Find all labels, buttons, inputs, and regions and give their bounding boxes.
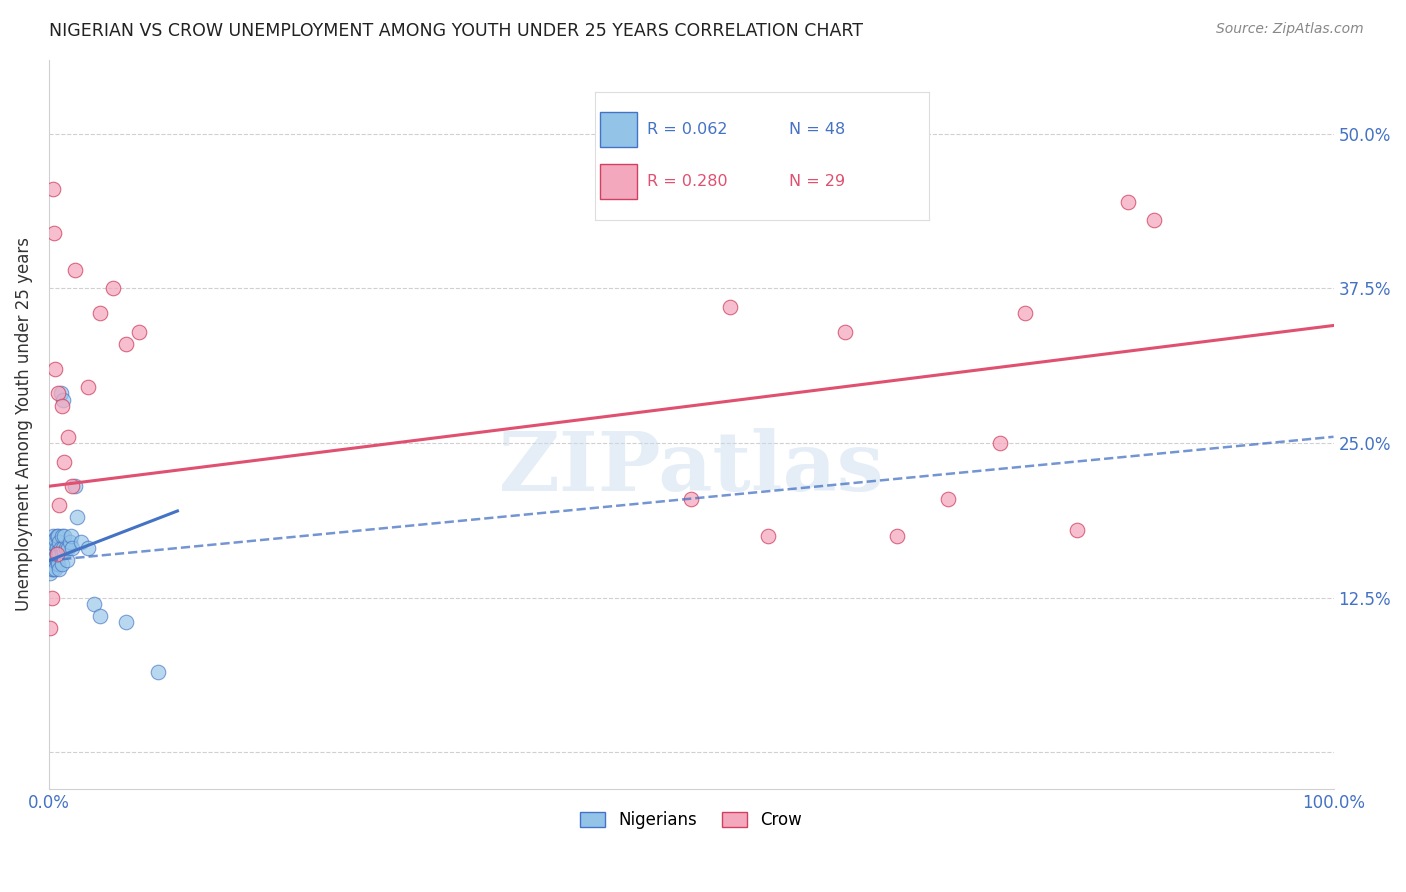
Point: [42, 547, 65, 561]
Point: [51, 557, 73, 571]
Point: [39, 541, 62, 555]
Point: [936, 491, 959, 506]
Point: [45, 541, 67, 555]
Point: [42, 226, 65, 240]
Point: [53, 545, 76, 559]
Point: [42, 553, 65, 567]
Point: [53, 529, 76, 543]
Point: [103, 281, 125, 295]
Point: [41, 562, 63, 576]
Point: [52, 541, 75, 555]
Point: [60, 541, 83, 555]
Point: [89, 306, 111, 320]
Point: [48, 547, 70, 561]
Point: [886, 529, 908, 543]
Text: ZIPatlas: ZIPatlas: [499, 428, 884, 508]
Legend: Nigerians, Crow: Nigerians, Crow: [574, 805, 808, 836]
Point: [44, 549, 66, 564]
Point: [988, 436, 1011, 450]
Point: [41, 553, 63, 567]
Point: [58, 535, 80, 549]
Point: [63, 479, 86, 493]
Point: [83, 597, 105, 611]
Point: [58, 430, 80, 444]
Point: [146, 665, 169, 679]
Y-axis label: Unemployment Among Youth under 25 years: Unemployment Among Youth under 25 years: [15, 237, 32, 611]
Point: [49, 386, 72, 401]
Point: [1143, 213, 1166, 227]
Point: [51, 529, 73, 543]
Point: [48, 498, 70, 512]
Text: NIGERIAN VS CROW UNEMPLOYMENT AMONG YOUTH UNDER 25 YEARS CORRELATION CHART: NIGERIAN VS CROW UNEMPLOYMENT AMONG YOUT…: [49, 22, 863, 40]
Point: [41, 541, 63, 555]
Point: [1014, 306, 1036, 320]
Point: [56, 553, 79, 567]
Point: [42, 562, 65, 576]
Point: [44, 533, 66, 547]
Point: [51, 399, 73, 413]
Point: [46, 543, 69, 558]
Point: [46, 529, 69, 543]
Point: [70, 535, 93, 549]
Point: [42, 537, 65, 551]
Point: [51, 545, 73, 559]
Point: [128, 325, 150, 339]
Point: [46, 386, 69, 401]
Point: [58, 541, 80, 555]
Point: [42, 541, 65, 555]
Point: [1066, 523, 1088, 537]
Point: [59, 529, 82, 543]
Point: [89, 609, 111, 624]
Point: [76, 541, 98, 555]
Point: [63, 262, 86, 277]
Point: [44, 562, 66, 576]
Point: [681, 491, 703, 506]
Point: [60, 479, 83, 493]
Point: [1116, 194, 1139, 209]
Point: [52, 392, 75, 407]
Point: [48, 562, 70, 576]
Point: [53, 454, 76, 468]
Point: [39, 553, 62, 567]
Point: [41, 591, 63, 605]
Point: [44, 361, 66, 376]
Point: [756, 529, 779, 543]
Point: [718, 300, 741, 314]
Point: [39, 622, 62, 636]
Point: [115, 337, 138, 351]
Point: [55, 541, 77, 555]
Point: [66, 510, 89, 524]
Point: [41, 535, 63, 549]
Point: [834, 325, 856, 339]
Point: [45, 553, 67, 567]
Text: Source: ZipAtlas.com: Source: ZipAtlas.com: [1216, 22, 1364, 37]
Point: [48, 535, 70, 549]
Point: [49, 541, 72, 555]
Point: [45, 547, 67, 561]
Point: [115, 615, 138, 630]
Point: [42, 182, 65, 196]
Point: [45, 529, 67, 543]
Point: [46, 557, 69, 571]
Point: [42, 529, 65, 543]
Point: [39, 566, 62, 580]
Point: [76, 380, 98, 394]
